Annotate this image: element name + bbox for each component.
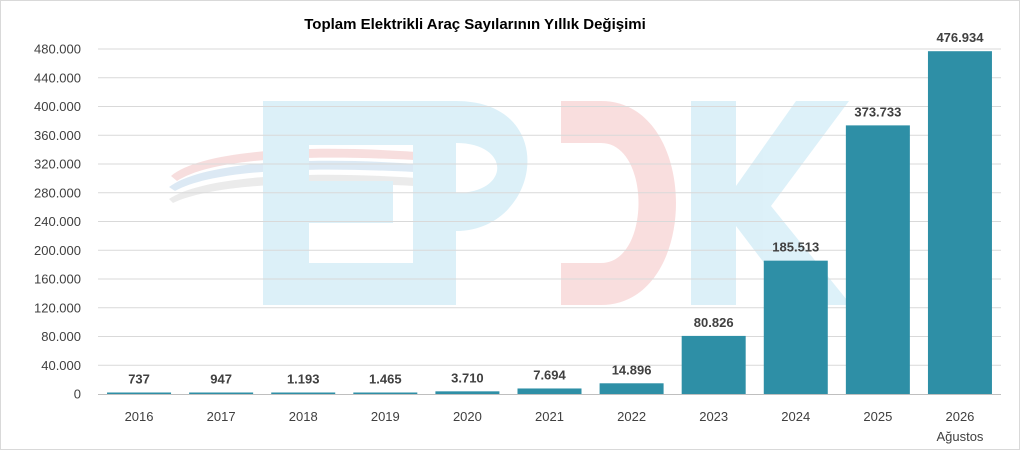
bar [353,392,418,394]
x-tick-label: 2017 [207,409,236,424]
bar [189,392,254,394]
y-axis-tick-labels: 0 40.000 80.000 120.000 160.000 200.000 240.00… [34,42,81,402]
data-label: 80.826 [694,315,734,330]
y-tick-label: 240.000 [34,214,81,229]
y-tick-label: 40.000 [41,358,81,373]
x-tick-label: 2018 [289,409,318,424]
data-label: 7.694 [533,367,566,382]
bar [681,335,746,394]
data-label: 3.710 [451,370,484,385]
data-label: 1.193 [287,372,320,387]
data-label: 185.513 [772,240,819,255]
x-tick-label: 2024 [781,409,810,424]
x-axis-tick-labels: 2016 2017 2018 2019 2020 2021 2022 2023 2024 2025… [125,409,984,444]
y-tick-label: 80.000 [41,329,81,344]
data-label: 373.733 [854,104,901,119]
epdk-watermark-logo [169,101,851,305]
x-tick-label: 2021 [535,409,564,424]
bar [517,388,582,394]
gridlines [98,48,1001,366]
y-tick-label: 0 [74,387,81,402]
y-tick-label: 360.000 [34,128,81,143]
y-tick-label: 320.000 [34,157,81,172]
y-tick-label: 160.000 [34,272,81,287]
bar [927,51,992,395]
y-tick-label: 400.000 [34,99,81,114]
y-tick-label: 200.000 [34,243,81,258]
x-tick-label: 2019 [371,409,400,424]
bar [599,383,664,394]
chart-title: Toplam Elektrikli Araç Sayılarının Yıllı… [304,16,646,33]
y-tick-label: 280.000 [34,185,81,200]
data-labels: 737 947 1.193 1.465 3.710 7.694 14.896 80.826 18… [128,30,984,386]
bar [845,125,910,395]
x-tick-label: 2026 [945,409,974,424]
y-tick-label: 480.000 [34,42,81,57]
x-tick-label: 2016 [125,409,154,424]
data-label: 476.934 [936,30,984,45]
bars [107,51,992,395]
bar [107,392,172,394]
y-tick-label: 440.000 [34,70,81,85]
bar [763,260,828,394]
x-tick-label: 2025 [863,409,892,424]
x-tick-label: 2023 [699,409,728,424]
bar [271,392,336,394]
data-label: 1.465 [369,372,402,387]
bar [435,391,500,394]
data-label: 947 [210,372,232,387]
x-tick-label: 2022 [617,409,646,424]
y-tick-label: 120.000 [34,300,81,315]
data-label: 737 [128,372,150,387]
data-label: 14.896 [612,362,652,377]
x-tick-sublabel: Ağustos [936,429,983,444]
x-tick-label: 2020 [453,409,482,424]
